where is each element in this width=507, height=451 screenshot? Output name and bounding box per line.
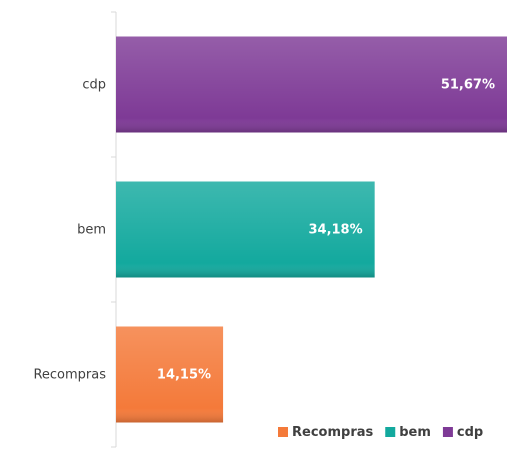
legend-swatch [385,427,396,437]
bar-shading [116,181,375,278]
value-label: 34,18% [308,223,362,238]
legend-label: bem [399,425,431,440]
value-label: 51,67% [441,78,495,93]
category-label: cdp [82,78,106,93]
value-label: 14,15% [157,368,211,383]
legend-swatch [278,427,288,437]
bar-shading [116,36,507,133]
category-label: Recompras [33,368,106,383]
legend-swatch [442,427,453,437]
category-label: bem [77,223,106,238]
bar-shading [116,326,224,423]
legend-label: cdp [457,425,483,440]
legend-label: Recompras [292,425,373,440]
